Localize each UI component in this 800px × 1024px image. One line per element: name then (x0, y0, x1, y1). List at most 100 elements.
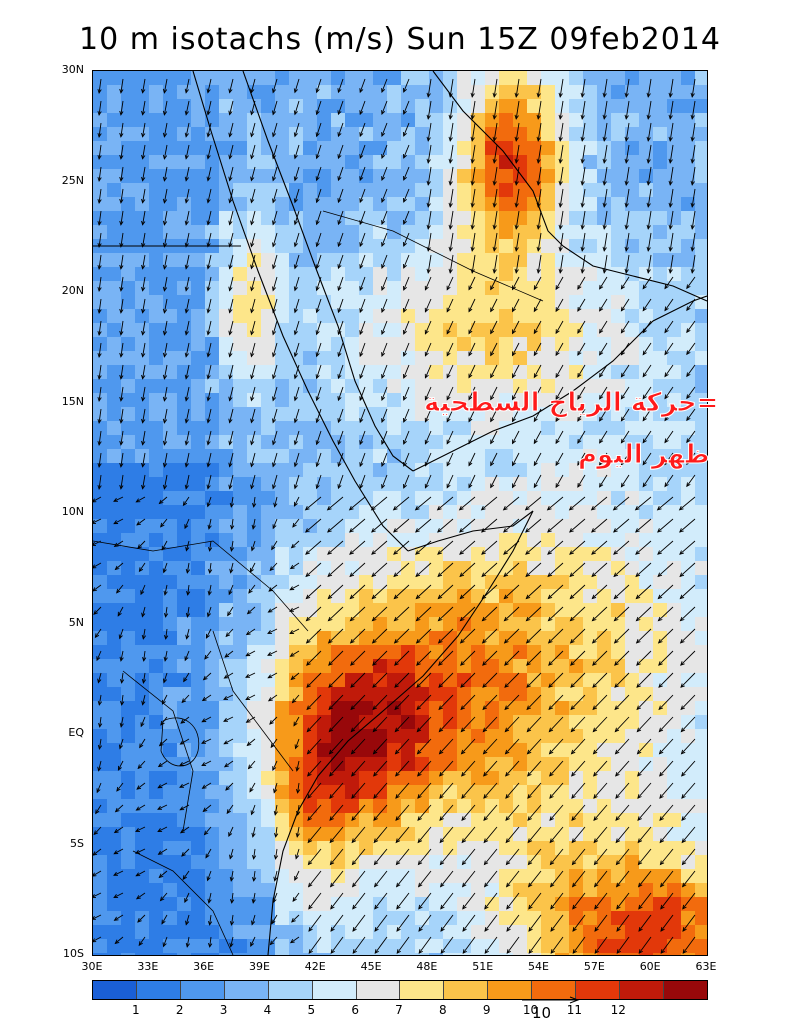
speed-cell (457, 477, 472, 492)
color-scale-label: 12 (610, 1003, 626, 1017)
speed-cell (331, 645, 346, 660)
wind-arrow (272, 254, 278, 270)
speed-cell (177, 953, 192, 955)
speed-cell (107, 547, 122, 562)
speed-cell (625, 463, 640, 478)
speed-cell (317, 533, 332, 548)
wind-arrow (373, 782, 388, 799)
speed-cell (345, 463, 360, 478)
speed-cell (345, 99, 360, 114)
speed-cell (219, 393, 234, 408)
wind-arrow (555, 364, 564, 379)
speed-cell (555, 169, 570, 184)
speed-cell (149, 379, 164, 394)
speed-cell (513, 925, 528, 940)
wind-arrow (184, 342, 190, 358)
speed-cell (177, 351, 192, 366)
speed-cell (415, 113, 430, 128)
country-border (132, 850, 234, 955)
speed-cell (177, 743, 192, 758)
speed-cell (639, 785, 654, 800)
speed-cell (457, 645, 472, 660)
speed-cell (513, 939, 528, 954)
speed-cell (415, 239, 430, 254)
speed-cell (681, 197, 696, 212)
wind-arrow (250, 408, 256, 424)
wind-arrow (461, 848, 476, 866)
wind-arrow (114, 936, 124, 945)
color-scale-label: 6 (351, 1003, 359, 1017)
wind-arrow (381, 452, 388, 467)
speed-cell (597, 799, 612, 814)
wind-arrow (350, 738, 366, 755)
speed-cell (387, 883, 402, 898)
speed-cell (289, 239, 304, 254)
wind-arrow (349, 540, 366, 555)
speed-cell (443, 953, 458, 955)
wind-arrow (373, 826, 388, 844)
speed-cell (387, 813, 402, 828)
speed-cell (163, 267, 178, 282)
speed-cell (345, 491, 360, 506)
speed-cell (163, 477, 178, 492)
speed-cell (303, 99, 318, 114)
speed-cell (597, 211, 612, 226)
speed-cell (373, 393, 388, 408)
speed-cell (513, 239, 528, 254)
speed-cell (639, 295, 654, 310)
speed-cell (331, 407, 346, 422)
speed-cell (233, 561, 248, 576)
wind-arrow (267, 694, 278, 702)
speed-cell (639, 757, 654, 772)
wind-arrow (402, 166, 410, 181)
speed-cell (695, 645, 707, 660)
wind-arrow (291, 914, 300, 923)
speed-cell (415, 841, 430, 856)
wind-arrow (162, 298, 168, 314)
wind-arrow (591, 540, 608, 555)
wind-arrow (393, 606, 410, 622)
speed-cell (401, 435, 416, 450)
wind-arrow (668, 78, 674, 98)
speed-cell (219, 799, 234, 814)
speed-cell (583, 589, 598, 604)
speed-cell (555, 127, 570, 142)
wind-arrow (97, 342, 102, 358)
speed-cell (373, 841, 388, 856)
speed-cell (541, 421, 556, 436)
speed-cell (457, 519, 472, 534)
wind-arrow (512, 452, 520, 467)
speed-cell (499, 491, 514, 506)
speed-cell (177, 211, 192, 226)
speed-cell (555, 771, 570, 786)
speed-cell (149, 85, 164, 100)
speed-cell (611, 519, 626, 534)
wind-arrow (272, 298, 278, 314)
speed-cell (639, 953, 654, 955)
wind-arrow (505, 826, 520, 844)
speed-cell (345, 911, 360, 926)
wind-arrow (637, 826, 652, 844)
wind-arrow (470, 232, 476, 252)
speed-cell (457, 799, 472, 814)
wind-arrow (305, 562, 322, 578)
speed-cell (93, 603, 108, 618)
speed-cell (457, 715, 472, 730)
speed-cell (611, 365, 626, 380)
speed-cell (471, 617, 486, 632)
wind-arrow (179, 738, 190, 745)
speed-cell (401, 743, 416, 758)
wind-arrow (371, 562, 388, 578)
speed-cell (611, 127, 626, 142)
speed-cell (303, 113, 318, 128)
speed-cell (387, 897, 402, 912)
speed-cell (303, 155, 318, 170)
speed-cell (541, 323, 556, 338)
wind-arrow (359, 298, 366, 314)
speed-cell (583, 855, 598, 870)
speed-cell (373, 155, 388, 170)
speed-cell (107, 155, 122, 170)
speed-cell (527, 449, 542, 464)
speed-cell (541, 883, 556, 898)
speed-cell (247, 743, 262, 758)
